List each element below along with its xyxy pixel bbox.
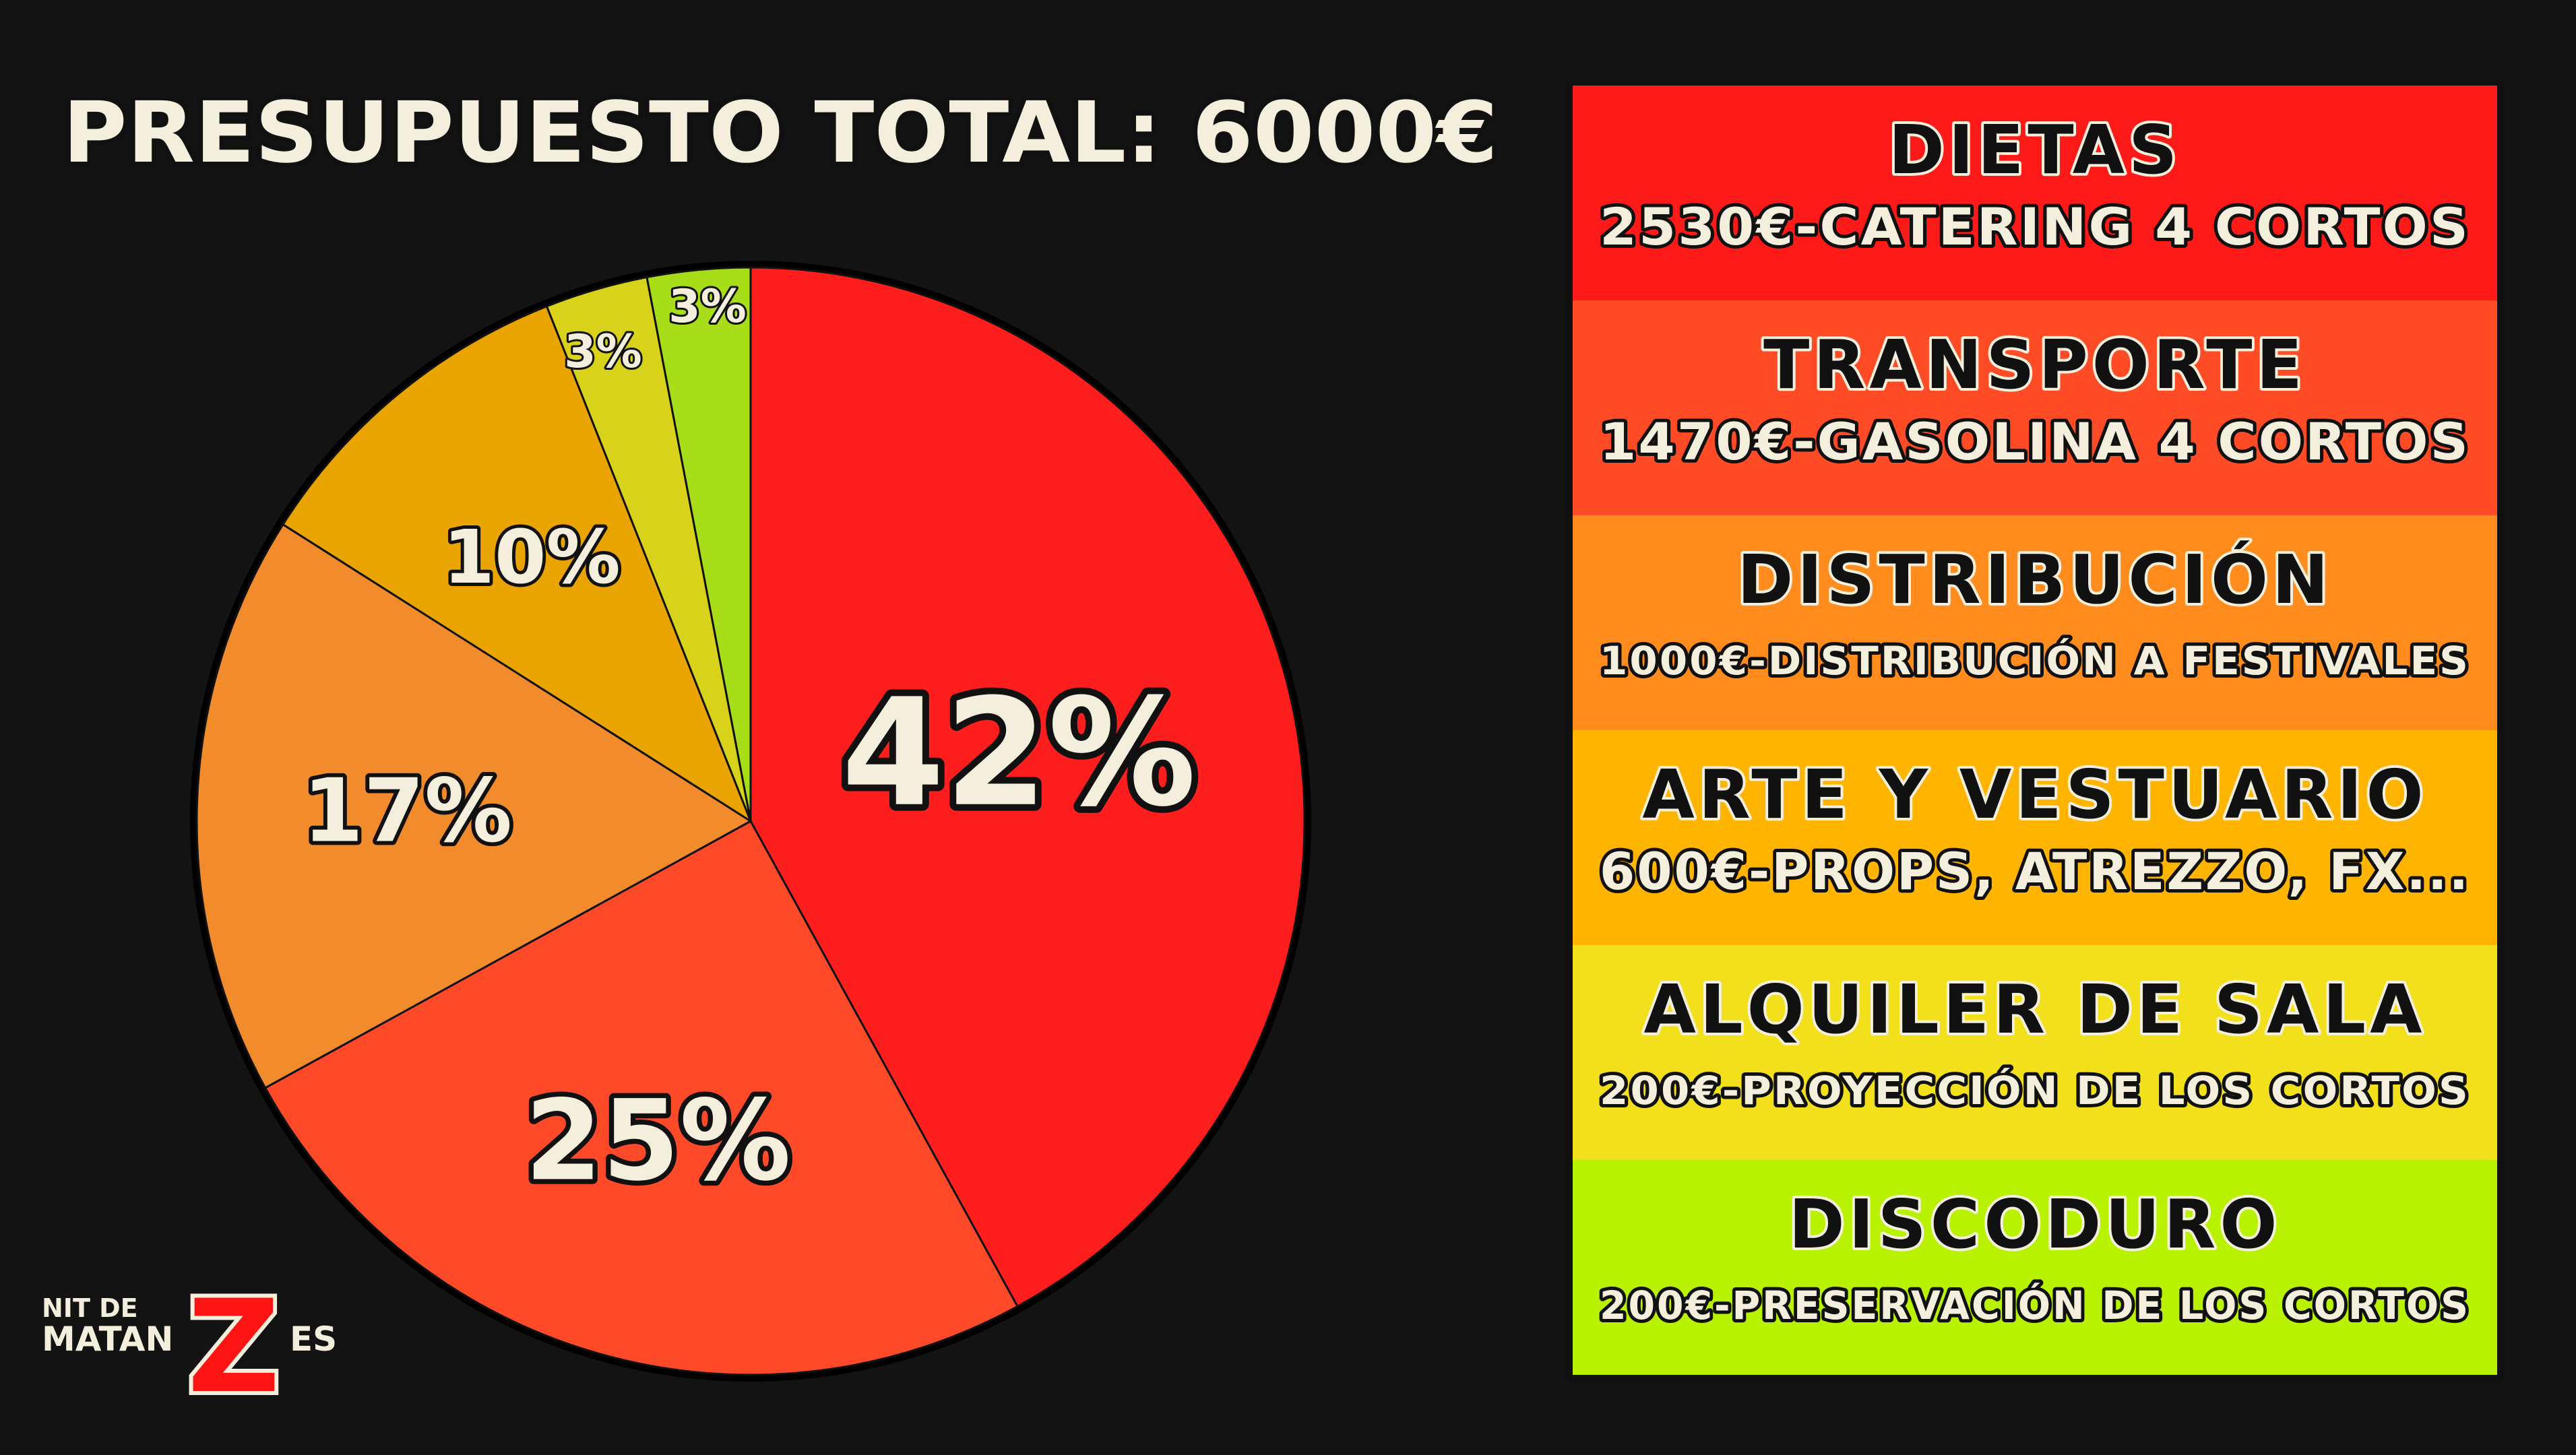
- legend-title: ARTE Y VESTUARIO: [1642, 755, 2427, 834]
- legend-title: TRANSPORTE: [1763, 325, 2306, 404]
- legend-detail: 1470€-GASOLINA 4 CORTOS: [1600, 412, 2470, 472]
- legend-swatch: [1573, 300, 2497, 515]
- slice-label: 3%: [668, 280, 746, 333]
- legend-item: DIETAS 2530€-CATERING 4 CORTOS: [1573, 86, 2497, 300]
- slice-label: 25%: [525, 1076, 791, 1205]
- pie-slice: [281, 304, 753, 824]
- pie-slice: [263, 819, 1019, 1376]
- legend-item: ARTE Y VESTUARIO 600€-PROPS, ATREZZO, FX.…: [1573, 730, 2497, 945]
- slice-label: 42%: [842, 667, 1197, 839]
- legend-item: ALQUILER DE SALA 200€-PROYECCIÓN DE LOS C…: [1573, 945, 2497, 1160]
- pie-chart: 42% 25% 17% 10% 3% 3%: [190, 261, 1311, 1382]
- legend-detail: 200€-PROYECCIÓN DE LOS CORTOS: [1600, 1067, 2470, 1113]
- logo-line1: NIT DE: [42, 1293, 138, 1323]
- legend-item: TRANSPORTE 1470€-GASOLINA 4 CORTOS: [1573, 300, 2497, 515]
- legend-title: DISTRIBUCIÓN: [1737, 540, 2332, 619]
- legend-title: ALQUILER DE SALA: [1643, 970, 2426, 1049]
- legend-swatch: [1573, 86, 2497, 300]
- legend-swatch: [1573, 1160, 2497, 1375]
- logo-suffix: ES: [290, 1320, 337, 1359]
- legend-swatch: [1573, 515, 2497, 730]
- legend-swatch: [1573, 945, 2497, 1160]
- slice-label: 3%: [564, 325, 641, 379]
- pie-slice: [749, 266, 1306, 1308]
- legend-title: DIETAS: [1889, 110, 2181, 189]
- legend-title: DISCODURO: [1789, 1185, 2282, 1264]
- legend-detail: 2530€-CATERING 4 CORTOS: [1600, 197, 2470, 257]
- slice-label: 17%: [303, 759, 512, 862]
- legend-item: DISTRIBUCIÓN 1000€-DISTRIBUCIÓN A FESTIVA…: [1573, 515, 2497, 730]
- legend-swatch: [1573, 730, 2497, 945]
- slice-label: 10%: [443, 514, 620, 600]
- logo-z: Z: [187, 1272, 280, 1421]
- legend-panel: DIETAS 2530€-CATERING 4 CORTOS TRANSPORTE 1…: [1567, 79, 2503, 1382]
- logo: NIT DE MATAN Z ES: [42, 1268, 338, 1425]
- legend-detail: 200€-PRESERVACIÓN DE LOS CORTOS: [1600, 1282, 2470, 1328]
- legend-item: DISCODURO 200€-PRESERVACIÓN DE LOS CORTOS: [1573, 1160, 2497, 1375]
- legend-detail: 600€-PROPS, ATREZZO, FX...: [1600, 841, 2470, 901]
- pie-slice: [195, 523, 753, 1090]
- pie-slice: [646, 266, 752, 822]
- chart-title: PRESUPUESTO TOTAL: 6000€: [63, 84, 1498, 182]
- legend-detail: 1000€-DISTRIBUCIÓN A FESTIVALES: [1600, 637, 2470, 684]
- logo-line2: MATAN: [42, 1320, 173, 1359]
